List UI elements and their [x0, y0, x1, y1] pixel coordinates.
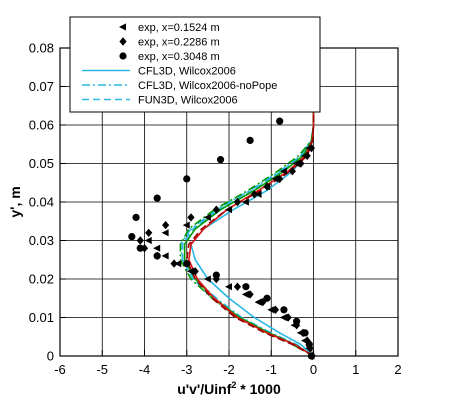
- data-point-diamond: [263, 182, 271, 191]
- data-point-triangle: [271, 175, 279, 183]
- y-tick-label: 0.05: [29, 156, 54, 171]
- data-point-triangle: [254, 298, 262, 306]
- data-point-triangle: [161, 252, 169, 260]
- data-point-diamond: [136, 236, 144, 245]
- x-tick-label: 2: [394, 362, 401, 377]
- x-axis-title-tail: * 1000: [236, 381, 281, 397]
- data-point-circle: [216, 156, 225, 164]
- data-point-circle: [293, 317, 301, 325]
- data-point-diamond: [233, 197, 242, 207]
- y-tick-label: 0.03: [29, 233, 54, 248]
- data-point-circle: [280, 306, 288, 314]
- y-tick-label: 0.01: [29, 310, 54, 325]
- data-point-diamond: [145, 228, 153, 237]
- data-point-circle: [212, 271, 220, 279]
- data-point-circle: [305, 340, 313, 349]
- data-point-triangle: [161, 229, 169, 237]
- data-point-triangle: [241, 198, 249, 206]
- data-point-circle: [183, 260, 191, 268]
- data-point-diamond: [303, 151, 311, 160]
- data-point-diamond: [297, 159, 305, 168]
- data-point-diamond: [259, 297, 267, 307]
- data-point-diamond: [119, 37, 127, 46]
- data-point-triangle: [186, 267, 194, 275]
- data-point-triangle: [119, 23, 126, 31]
- x-tick-label: -6: [54, 362, 66, 377]
- x-axis-title-sup: 2: [231, 380, 236, 390]
- legend-label: exp, x=0.1524 m: [138, 22, 220, 34]
- y-axis-title: y', m: [7, 186, 23, 217]
- data-point-circle: [128, 233, 136, 241]
- data-point-triangle: [267, 306, 275, 314]
- data-point-circle: [301, 329, 309, 337]
- data-point-circle: [132, 213, 140, 221]
- x-tick-label: -3: [181, 362, 193, 377]
- data-point-diamond: [162, 220, 170, 230]
- legend-label: FUN3D, Wilcox2006: [138, 95, 238, 107]
- data-point-diamond: [293, 321, 301, 330]
- data-point-triangle: [225, 206, 232, 214]
- data-point-triangle: [174, 260, 182, 268]
- x-tick-label: -4: [139, 362, 151, 377]
- x-axis-title-base: u'v'/Uinf: [177, 381, 231, 397]
- y-tick-label: 0.04: [29, 195, 54, 210]
- data-point-diamond: [250, 190, 258, 199]
- data-point-diamond: [191, 267, 199, 276]
- data-point-triangle: [203, 213, 211, 221]
- ticks: -6 -5 -4 -3 -2 -1 0 1 2 0 0.01 0.02 0.03 0.04 0.05 0.06…: [29, 41, 402, 378]
- y-tick-label: 0.07: [29, 79, 54, 94]
- x-axis-title: u'v'/Uinf2 * 1000: [177, 380, 281, 397]
- data-point-diamond: [246, 290, 254, 299]
- data-point-diamond: [170, 259, 178, 268]
- series-layer: [128, 67, 316, 361]
- data-point-triangle: [279, 167, 287, 175]
- data-point-triangle: [292, 159, 300, 168]
- data-point-diamond: [233, 282, 242, 291]
- legend-label: exp, x=0.2286 m: [138, 37, 220, 49]
- legend: exp, x=0.1524 m exp, x=0.2286 m exp, x=0.3…: [69, 16, 321, 113]
- data-point-diamond: [288, 167, 296, 176]
- data-point-triangle: [254, 190, 262, 198]
- y-tick-label: 0.06: [29, 118, 54, 133]
- x-tick-label: 0: [310, 362, 317, 377]
- data-point-diamond: [212, 205, 220, 214]
- legend-label: CFL3D, Wilcox2006-noPope: [138, 80, 277, 92]
- legend-label: exp, x=0.3048 m: [138, 51, 220, 63]
- data-point-triangle: [241, 290, 249, 298]
- x-tick-label: -5: [96, 362, 108, 377]
- data-point-triangle: [225, 283, 232, 291]
- x-tick-label: -1: [265, 362, 277, 377]
- data-point-triangle: [153, 244, 161, 252]
- data-point-triangle: [279, 313, 287, 322]
- data-point-circle: [276, 117, 284, 125]
- legend-label: CFL3D, Wilcox2006: [138, 66, 236, 78]
- data-point-circle: [153, 252, 161, 260]
- x-tick-label: -2: [223, 362, 235, 377]
- data-point-diamond: [276, 174, 284, 184]
- data-point-circle: [263, 294, 271, 302]
- y-tick-label: 0.08: [29, 41, 54, 56]
- data-point-triangle: [182, 221, 190, 229]
- y-tick-label: 0.02: [29, 272, 54, 287]
- data-point-circle: [119, 52, 127, 60]
- data-point-triangle: [203, 275, 211, 283]
- x-tick-label: 1: [352, 362, 359, 377]
- data-point-circle: [246, 136, 254, 144]
- data-point-diamond: [303, 336, 311, 345]
- data-point-circle: [183, 175, 191, 183]
- data-point-circle: [153, 194, 161, 202]
- data-point-diamond: [271, 305, 280, 314]
- data-point-diamond: [284, 313, 292, 322]
- data-point-circle: [242, 283, 250, 291]
- legend-box: [69, 16, 321, 113]
- data-point-circle: [136, 244, 144, 252]
- data-point-diamond: [307, 143, 315, 153]
- data-point-diamond: [187, 213, 195, 222]
- data-point-triangle: [144, 236, 152, 245]
- y-tick-label: 0: [47, 349, 54, 364]
